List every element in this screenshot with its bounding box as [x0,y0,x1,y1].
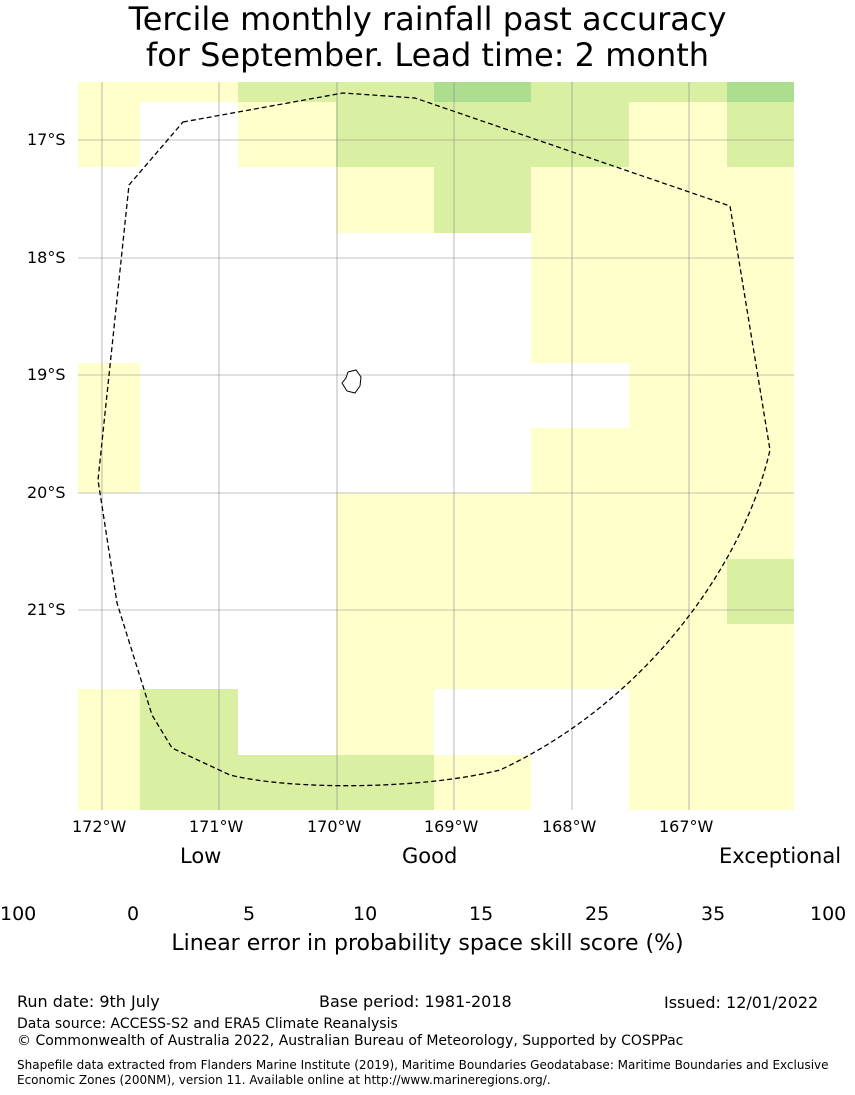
colorbar-tick-label: 25 [585,903,610,925]
grid-cell [238,82,434,102]
colorbar-tick-label: 15 [469,903,494,925]
title-line-1: Tercile monthly rainfall past accuracy [128,0,727,38]
grid-cell [336,167,434,233]
category-good: Good [402,844,458,868]
lon-label-170w: 170°W [307,817,362,836]
lat-label-18s: 18°S [27,248,66,267]
grid-cell [727,102,794,167]
grid-cell [140,689,238,810]
grid-cell [78,363,140,493]
skill-grid [78,82,794,810]
grid-cell [727,82,794,102]
category-low: Low [180,844,222,868]
grid-cell [434,167,531,233]
data-source: Data source: ACCESS-S2 and ERA5 Climate … [17,1016,398,1032]
colorbar-tick-label: 100 [810,903,847,925]
copyright: © Commonwealth of Australia 2022, Austra… [17,1033,684,1049]
lon-label-171w: 171°W [189,817,244,836]
category-exceptional: Exceptional [719,844,842,868]
grid-cell [531,428,794,493]
lat-label-17s: 17°S [27,130,66,149]
grid-cell [336,102,434,167]
run-date: Run date: 9th July [17,992,160,1011]
grid-cell [238,755,434,810]
eez-boundary [97,92,771,787]
skill-map [78,82,794,810]
title-line-2: for September. Lead time: 2 month [145,36,710,74]
grid-cell [531,167,794,363]
lon-label-168w: 168°W [542,817,597,836]
base-period: Base period: 1981-2018 [319,992,512,1011]
grid-cell [629,102,727,167]
colorbar-label: Linear error in probability space skill … [171,931,684,956]
lat-label-20s: 20°S [27,483,66,502]
grid-cell [78,82,238,102]
shapefile-credit-line-1: Shapefile data extracted from Flanders M… [17,1058,829,1072]
grid-cell [727,559,794,624]
colorbar-tick-label: 35 [701,903,726,925]
niue-island [341,369,362,394]
grid-cell [531,102,629,167]
grid-cell [336,689,434,755]
grid-cell [727,624,794,689]
issued-date: Issued: 12/01/2022 [664,993,819,1012]
shapefile-credit-line-2: Economic Zones (200NM), version 11. Avai… [17,1073,551,1087]
lat-label-21s: 21°S [27,600,66,619]
lat-label-19s: 19°S [27,365,66,384]
colorbar-tick-label: 0 [127,903,140,925]
colorbar-tick-label: 10 [353,903,378,925]
grid-cell [434,755,531,810]
grid-cell [434,102,531,167]
lon-label-172w: 172°W [72,817,127,836]
lon-label-167w: 167°W [659,817,714,836]
grid-cell [238,102,336,167]
grid-cell [629,689,794,810]
colorbar-tick-label: 5 [243,903,256,925]
grid-cell [336,559,727,689]
colorbar-tick-label: 100 [0,903,37,925]
grid-cell [531,82,727,102]
grid-cell [629,363,794,428]
lon-label-169w: 169°W [424,817,479,836]
grid-cell [78,689,140,810]
grid-cell [336,493,794,559]
grid-cell [78,102,140,167]
grid-cell [434,82,531,102]
